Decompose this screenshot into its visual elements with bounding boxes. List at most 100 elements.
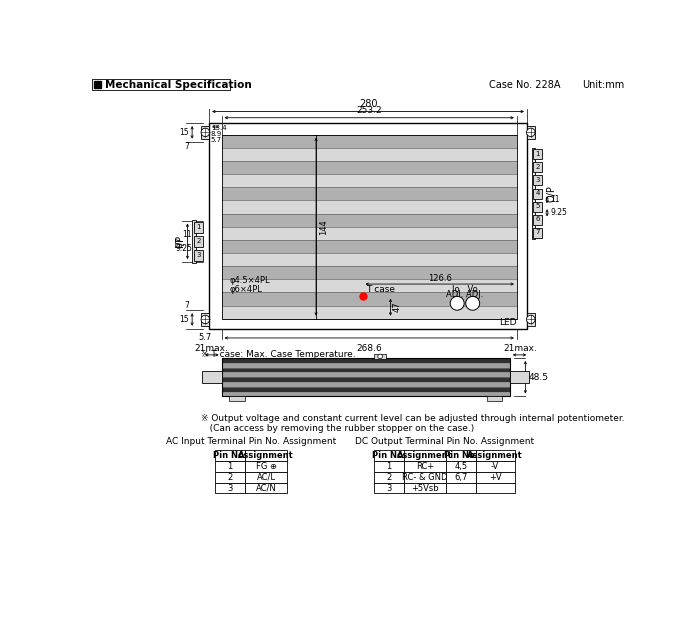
Text: Assignment: Assignment: [397, 451, 453, 460]
Bar: [222, 187, 517, 201]
Text: I/P: I/P: [175, 235, 185, 247]
Bar: [216, 451, 245, 461]
Circle shape: [201, 315, 209, 324]
Bar: [533, 188, 542, 199]
Bar: [447, 461, 476, 472]
Circle shape: [450, 296, 464, 310]
Text: 2: 2: [536, 164, 540, 170]
Bar: [222, 227, 517, 240]
Bar: [222, 377, 510, 382]
Text: 3: 3: [228, 483, 233, 492]
Bar: [533, 162, 542, 172]
Bar: [533, 176, 542, 185]
Bar: [202, 371, 222, 383]
Circle shape: [526, 128, 535, 137]
Text: 1: 1: [386, 462, 391, 471]
Text: 2: 2: [196, 238, 200, 244]
Bar: [245, 483, 288, 494]
Bar: [533, 215, 542, 225]
Bar: [527, 126, 535, 138]
Bar: [222, 358, 510, 363]
Bar: [222, 363, 510, 367]
Text: 1: 1: [228, 462, 232, 471]
Text: 15: 15: [179, 315, 189, 324]
Circle shape: [526, 315, 535, 324]
Bar: [216, 461, 245, 472]
Text: 9.25: 9.25: [550, 208, 567, 217]
Text: 4,5: 4,5: [454, 462, 468, 471]
Bar: [404, 451, 447, 461]
Bar: [374, 354, 386, 359]
Text: φ4.5×4PL: φ4.5×4PL: [230, 276, 270, 285]
Text: 8.9: 8.9: [211, 131, 222, 137]
Bar: [194, 236, 203, 247]
Text: 2: 2: [228, 473, 232, 482]
Bar: [476, 483, 514, 494]
Bar: [222, 292, 517, 306]
Bar: [230, 397, 245, 401]
Bar: [222, 306, 517, 319]
Bar: [222, 279, 517, 292]
Bar: [222, 240, 517, 253]
Text: 3: 3: [386, 483, 392, 492]
Bar: [527, 313, 535, 326]
Circle shape: [201, 128, 209, 137]
Text: 1: 1: [196, 224, 201, 231]
Text: Pin No.: Pin No.: [372, 451, 406, 460]
Bar: [222, 161, 517, 174]
Bar: [92, 79, 230, 90]
Text: 253.2: 253.2: [356, 106, 382, 115]
Bar: [222, 213, 517, 227]
Bar: [374, 461, 404, 472]
Text: 11: 11: [550, 196, 560, 204]
Text: Case No. 228A: Case No. 228A: [489, 80, 561, 90]
Bar: [533, 148, 536, 238]
Text: ※ T case: Max. Case Temperature.: ※ T case: Max. Case Temperature.: [202, 350, 356, 359]
Text: Mechanical Specification: Mechanical Specification: [104, 80, 251, 90]
Text: 47: 47: [393, 302, 402, 312]
Text: 7: 7: [184, 142, 189, 151]
Bar: [447, 483, 476, 494]
Bar: [192, 220, 196, 263]
Text: RC+: RC+: [416, 462, 434, 471]
Bar: [374, 483, 404, 494]
Text: ADJ. ADJ.: ADJ. ADJ.: [446, 290, 484, 299]
Bar: [374, 472, 404, 483]
Text: 1: 1: [536, 151, 540, 157]
Text: -V: -V: [491, 462, 499, 471]
Text: T case: T case: [366, 285, 396, 294]
Text: 21max.: 21max.: [195, 344, 228, 353]
Circle shape: [378, 354, 382, 359]
Bar: [510, 371, 529, 383]
Bar: [194, 250, 203, 260]
Text: 15: 15: [179, 128, 189, 137]
Bar: [476, 472, 514, 483]
Bar: [404, 483, 447, 494]
Circle shape: [466, 296, 480, 310]
Text: φ6×4PL: φ6×4PL: [230, 285, 262, 294]
Text: FG ⊕: FG ⊕: [256, 462, 276, 471]
Bar: [216, 472, 245, 483]
Bar: [447, 472, 476, 483]
Text: 6,7: 6,7: [454, 473, 468, 482]
Text: (Can access by removing the rubber stopper on the case.): (Can access by removing the rubber stopp…: [202, 424, 475, 433]
Bar: [222, 387, 510, 392]
Bar: [222, 266, 517, 279]
Text: 2: 2: [386, 473, 391, 482]
Text: O/P: O/P: [547, 185, 556, 202]
Text: 3: 3: [536, 177, 540, 183]
Bar: [533, 228, 542, 238]
Text: 13.4: 13.4: [211, 124, 226, 131]
Text: Pin No.: Pin No.: [213, 451, 247, 460]
Text: AC/L: AC/L: [257, 473, 276, 482]
Text: Io   Vo: Io Vo: [452, 285, 478, 294]
Text: +V: +V: [489, 473, 501, 482]
Text: 21max.: 21max.: [503, 344, 537, 353]
Bar: [202, 126, 209, 138]
Bar: [222, 135, 517, 148]
Text: Assignment: Assignment: [468, 451, 523, 460]
Text: Unit:mm: Unit:mm: [582, 80, 624, 90]
Bar: [222, 372, 510, 377]
Text: 6: 6: [536, 217, 540, 222]
Bar: [245, 451, 288, 461]
